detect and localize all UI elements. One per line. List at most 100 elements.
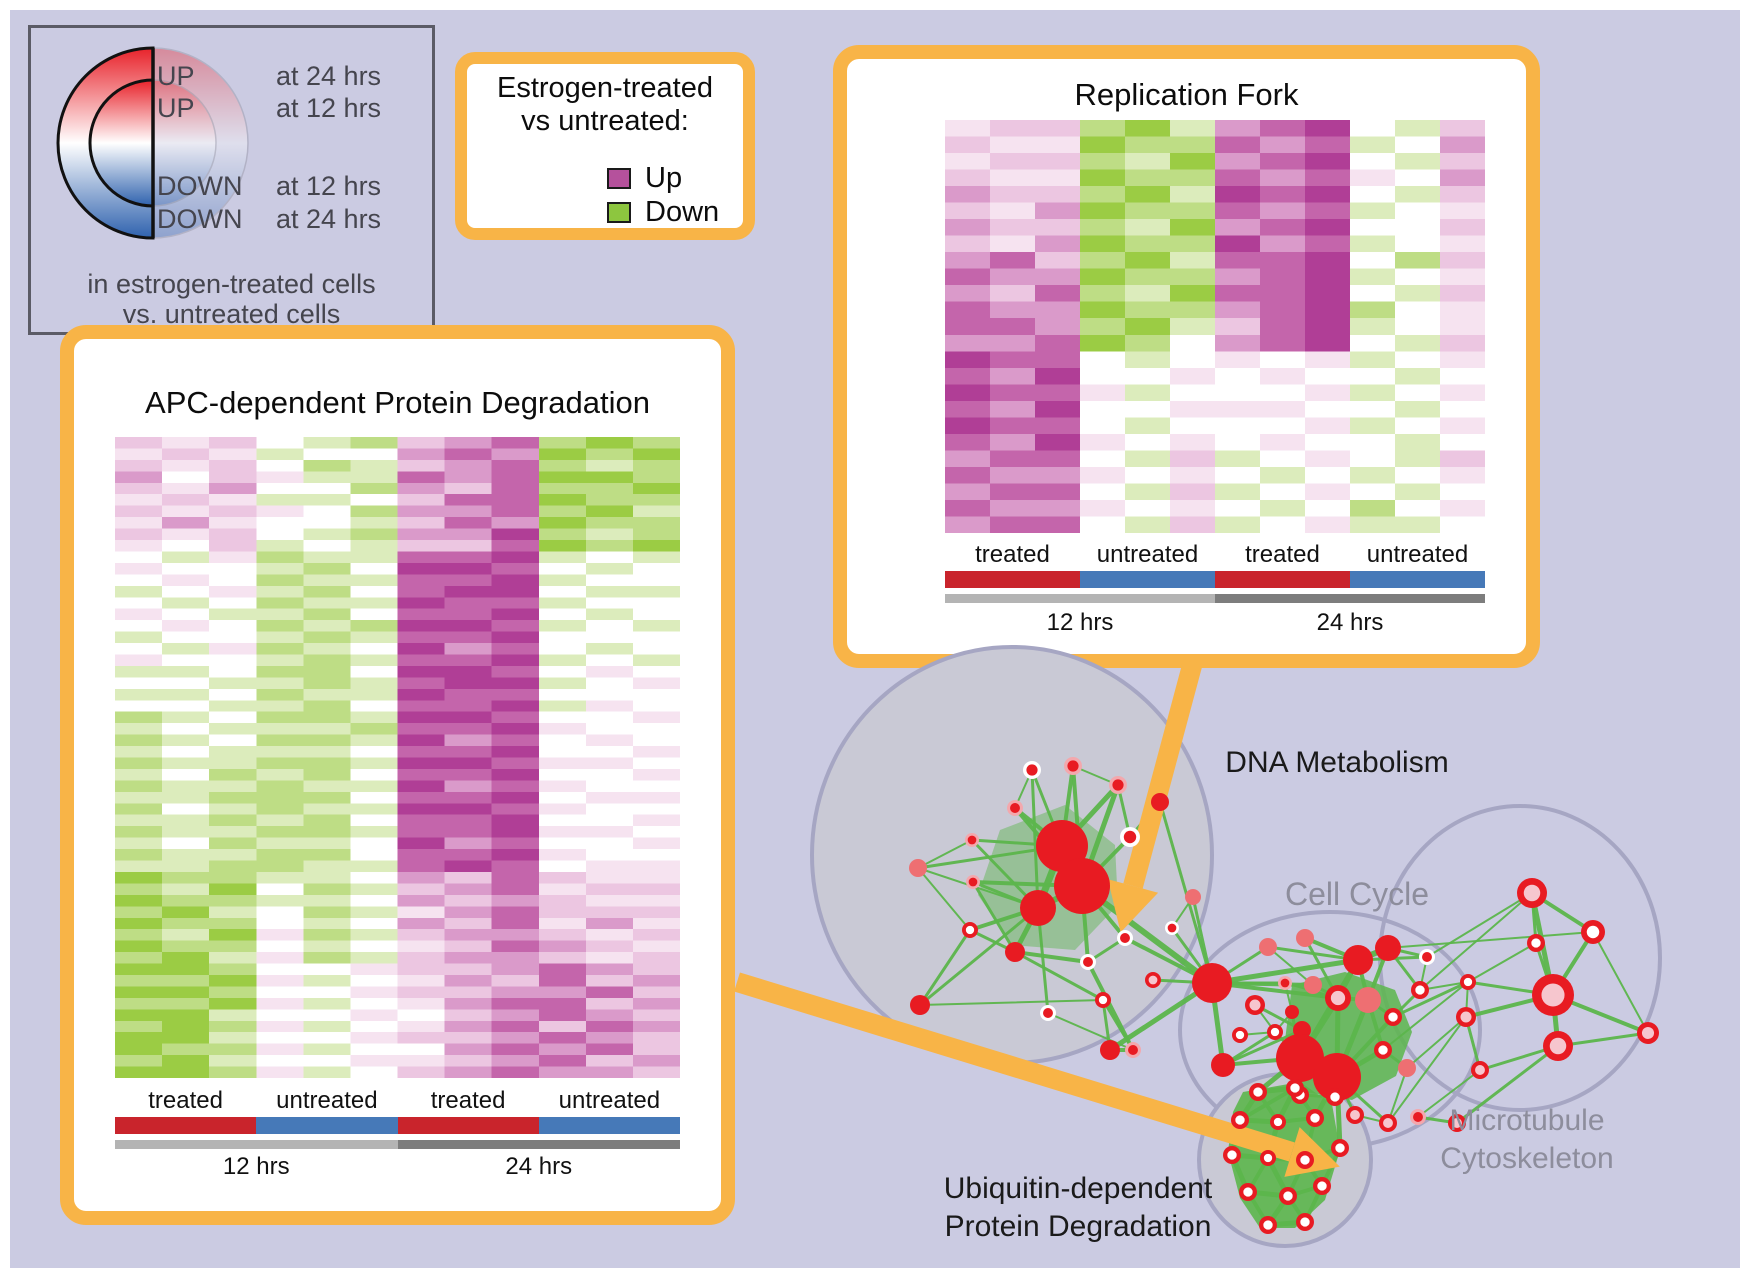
heatmap-cell [1350,252,1396,270]
heatmap-cell [209,997,257,1010]
heatmap-cell [115,551,163,564]
heatmap-cell [303,952,351,965]
heatmap-cell [162,471,210,484]
heatmap-cell [397,917,446,930]
heatmap-cell [538,471,587,484]
color-key-title-line1: Estrogen-treated [496,72,713,104]
heatmap-cell [115,723,163,736]
heatmap-cell [162,780,210,793]
heatmap-cell [209,746,257,758]
heatmap-cell [303,528,351,541]
heatmap-cell [162,1032,210,1045]
heatmap-cell [397,837,446,850]
heatmap-cell [1035,400,1081,418]
heatmap-cell [538,906,587,919]
heatmap-cell [444,482,493,495]
heatmap-cell [303,1009,351,1022]
treatment-bar [1350,571,1485,588]
heatmap-cell [256,768,304,781]
heatmap-cell [945,136,991,154]
heatmap-cell [444,997,493,1010]
heatmap-cell [990,120,1036,138]
heatmap-cell [1215,235,1261,253]
heatmap-cell [209,471,257,484]
heatmap-cell [1170,153,1216,171]
heatmap-cell [491,631,540,644]
heatmap-cell [491,997,540,1010]
heatmap-cell [209,826,257,839]
heatmap-cell [1035,285,1081,303]
heatmap-cell [444,963,493,976]
heatmap-cell [1035,301,1081,319]
heatmap-cell [1395,466,1441,484]
heatmap-cell [303,917,351,930]
heatmap-cell [162,459,210,472]
heatmap-cell [585,1066,634,1079]
heatmap-cell [1350,466,1396,484]
heatmap-cell [585,654,634,667]
heatmap-cell [162,1043,210,1056]
heatmap-cell [209,643,257,655]
heatmap-cell [538,597,587,610]
heatmap-cell [350,952,398,965]
heatmap-cell [350,768,398,781]
heatmap-cell [632,1066,681,1079]
heatmap-cell [350,837,398,850]
heatmap-cell [1260,169,1306,187]
heatmap-cell [1440,499,1486,517]
heatmap-cell [1395,318,1441,336]
heatmap-cell [632,746,681,758]
heatmap-cell [256,654,304,667]
heatmap-cell [115,768,163,781]
heatmap-cell [1350,499,1396,517]
heatmap-cell [256,574,304,587]
heatmap-cell [162,803,210,816]
ring-legend-dir-down12: DOWN [157,171,243,201]
heatmap-cell [585,677,634,690]
heatmap-cell [397,608,446,621]
heatmap-cell [209,677,257,690]
heatmap-cell [1215,400,1261,418]
heatmap-cell [115,631,163,644]
heatmap-cell [397,562,446,575]
heatmap-cell [990,318,1036,336]
heatmap-cell [1125,235,1171,253]
heatmap-cell [444,665,493,678]
heatmap-cell [585,929,634,942]
heatmap-cell [632,494,681,507]
heatmap-cell [209,1066,257,1079]
heatmap-cell [1035,450,1081,468]
heatmap-cell [1305,285,1351,303]
heatmap-cell [256,871,304,884]
heatmap-cell [491,746,540,758]
heatmap-cell [1125,169,1171,187]
heatmap-cell [1125,268,1171,286]
heatmap-cell [115,871,163,884]
heatmap-cell [632,963,681,976]
heatmap-cell [1170,285,1216,303]
heatmap-cell [1350,153,1396,171]
heatmap-cell [1215,483,1261,501]
heatmap-cell [115,494,163,507]
heatmap-cell [538,448,587,461]
heatmap-cell [1305,450,1351,468]
heatmap-cell [491,688,540,701]
heatmap-cell [585,482,634,495]
heatmap-cell [162,608,210,621]
treatment-bar [945,571,1080,588]
heatmap-cell [632,654,681,667]
heatmap-cell [1305,516,1351,534]
heatmap-cell [491,471,540,484]
heatmap-cell [945,285,991,303]
heatmap-cell [350,917,398,930]
heatmap-grid-replication_fork [945,120,1486,534]
heatmap-cell [162,791,210,804]
heatmap-cell [990,483,1036,501]
heatmap-cell [1440,483,1486,501]
heatmap-cell [256,1066,304,1079]
heatmap-cell [1125,120,1171,138]
heatmap-cell [397,505,446,518]
heatmap-cell [632,562,681,575]
heatmap-cell [444,585,493,598]
heatmap-cell [945,499,991,517]
